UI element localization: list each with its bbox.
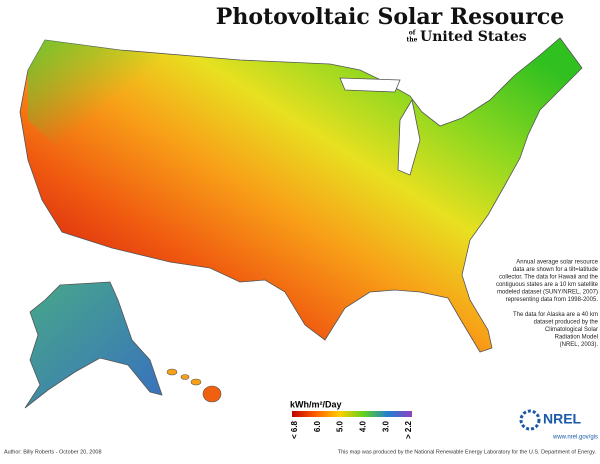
of-text: of (409, 30, 416, 37)
note-line: collector. The data for Hawaii and the (499, 275, 599, 281)
hawaii (166, 368, 222, 403)
subtitle: United States (420, 29, 527, 45)
note-line: representing data from 1998-2005. (506, 297, 599, 303)
note-line: The data for Alaska are a 40 km (513, 312, 598, 318)
note-line: contiguous states are a 10 km satellite (496, 282, 599, 288)
the-text: the (407, 37, 418, 44)
note-line: data are shown for a tilt=latitude (513, 267, 599, 273)
legend-label: 5.0 (336, 420, 345, 432)
author: Author: Billy Roberts - October 20, 2008 (4, 449, 102, 455)
legend-label: 6.0 (313, 420, 322, 432)
logo-url: www.nrel.gov/gis (552, 435, 598, 441)
note-line: Radiation Model (555, 335, 598, 341)
alaska (24, 281, 163, 409)
contiguous-us (19, 37, 583, 353)
note-line: dataset produced by the (534, 320, 599, 326)
title: Photovoltaic Solar Resource (216, 4, 564, 30)
note-line: Annual average solar resource (516, 260, 598, 266)
note-line: Climatological Solar (545, 327, 598, 333)
note-line: modeled dataset (SUNY/NREL, 2007) (497, 290, 598, 296)
legend-label: > 2.2 (404, 420, 413, 439)
legend-labels: < 6.8 6.0 5.0 4.0 3.0 > 2.2 (290, 420, 413, 439)
logo-name: NREL (543, 411, 582, 427)
legend-color-bar (292, 411, 412, 417)
nrel-logo: NREL www.nrel.gov/gis (519, 409, 598, 441)
legend-label: 3.0 (381, 420, 390, 432)
legend-label: 4.0 (359, 420, 368, 432)
note-line: (NREL, 2003). (560, 342, 599, 348)
credit: This map was produced by the National Re… (338, 449, 597, 455)
legend-title: kWh/m²/Day (290, 399, 342, 409)
legend-label: < 6.8 (290, 420, 299, 439)
